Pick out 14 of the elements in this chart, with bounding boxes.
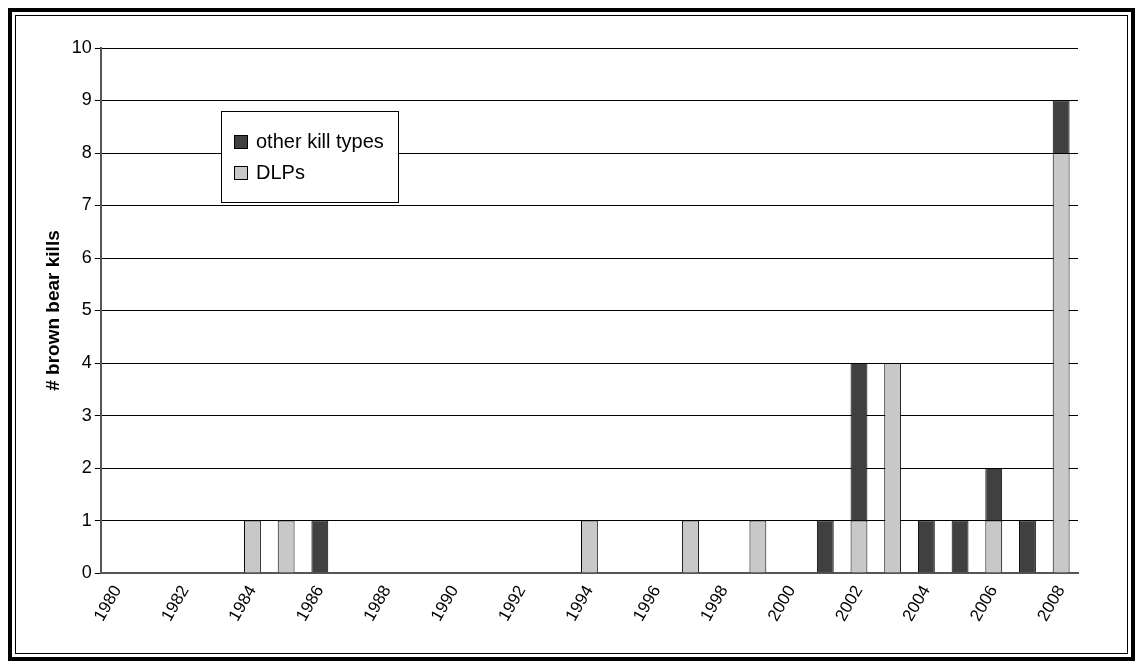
legend-label: DLPs [256, 161, 305, 184]
y-tick-label: 10 [71, 36, 92, 57]
y-tick-label: 0 [81, 562, 92, 583]
y-tick-label: 7 [81, 194, 92, 215]
y-tick-label: 2 [81, 457, 92, 478]
y-tick-label: 4 [81, 352, 92, 372]
y-tick-label: 5 [81, 299, 92, 320]
y-tick-label: 3 [81, 404, 92, 425]
y-axis-title: # brown bear kills [41, 230, 63, 391]
y-tick-label: 9 [81, 89, 92, 110]
y-tick-label: 8 [81, 141, 92, 162]
legend-label: other kill types [256, 130, 384, 153]
y-tick-label: 6 [81, 246, 92, 267]
y-tick-label: 1 [81, 509, 92, 530]
